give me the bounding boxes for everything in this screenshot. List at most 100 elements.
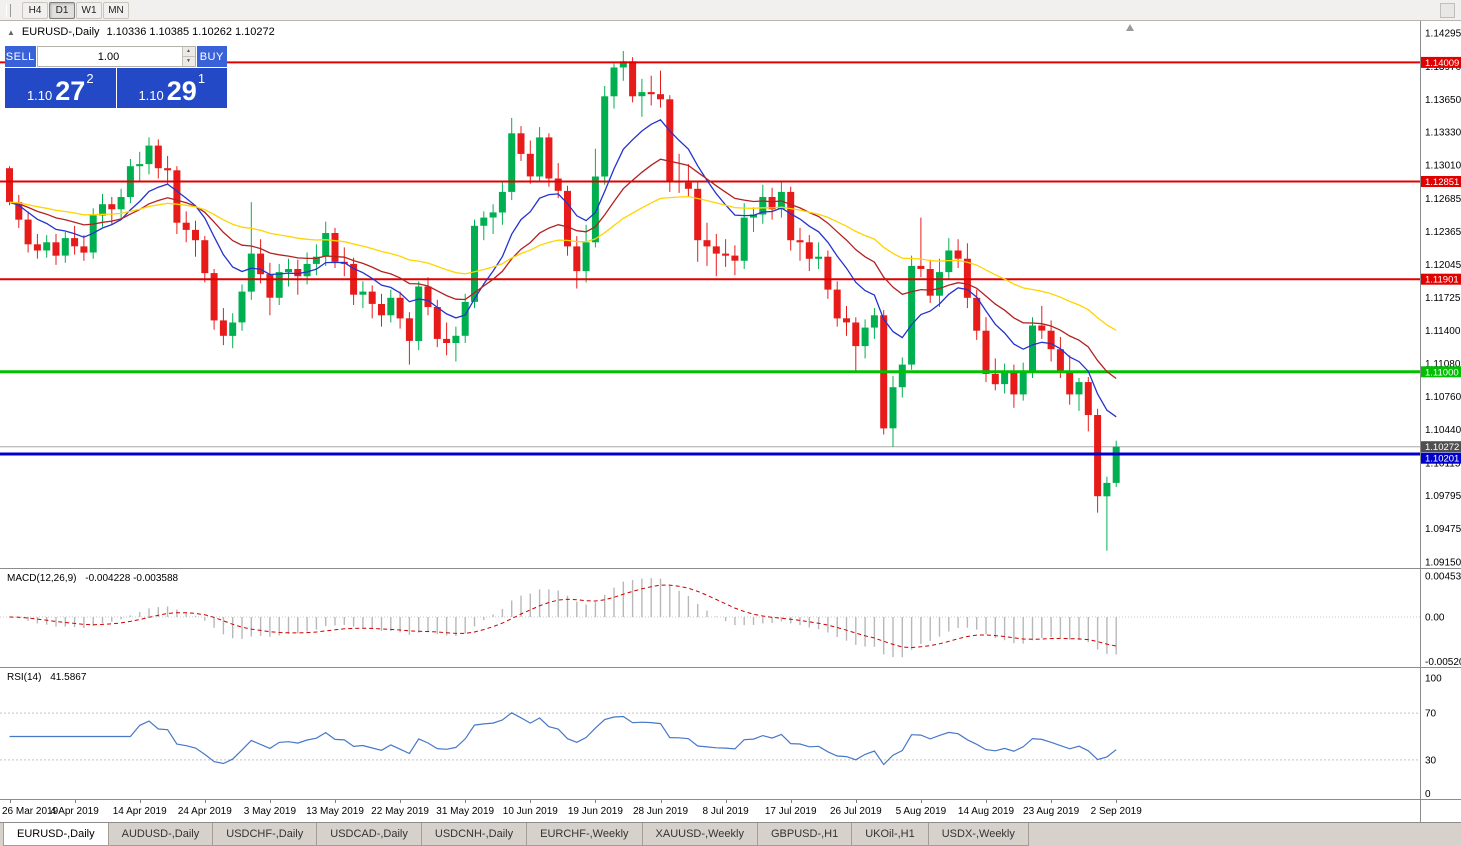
- time-tick: [1051, 800, 1053, 803]
- timeframe-toolbar: H4 D1 W1 MN: [0, 0, 1461, 21]
- timeframe-button-h4[interactable]: H4: [22, 1, 48, 19]
- chart-shift-marker[interactable]: [1126, 24, 1134, 31]
- lot-increase-button[interactable]: ▲: [182, 47, 195, 56]
- lot-size-control: ▲ ▼: [36, 46, 196, 67]
- svg-text:1.12851: 1.12851: [1425, 177, 1459, 188]
- svg-text:1.10201: 1.10201: [1425, 454, 1459, 465]
- time-tick: [269, 800, 271, 803]
- price-marker: [1421, 176, 1461, 187]
- tab-gbpusd-h1[interactable]: GBPUSD-,H1: [756, 823, 853, 846]
- svg-text:1.11901: 1.11901: [1425, 275, 1459, 286]
- svg-text:1.09150: 1.09150: [1425, 558, 1461, 569]
- price-axis[interactable]: 1.142951.139701.136501.133301.130101.126…: [1420, 21, 1461, 569]
- time-axis[interactable]: 26 Mar 2019 4 Apr 2019 14 Apr 2019 24 Apr 2…: [0, 800, 1461, 822]
- tab-ukoil-h1[interactable]: UKOil-,H1: [851, 823, 929, 846]
- time-tick: [139, 800, 141, 803]
- rsi-name: RSI(14): [7, 672, 42, 683]
- time-label: 22 May 2019: [371, 806, 430, 817]
- rsi-pane[interactable]: 100 70 30 0 RSI(14) 41.5867: [0, 668, 1461, 799]
- one-click-panel-toggle-icon[interactable]: ▲: [7, 27, 15, 37]
- candles-layer: [6, 51, 1120, 551]
- rsi-line: [9, 712, 1117, 766]
- time-tick: [9, 800, 11, 803]
- buy-price-pips: 29: [166, 76, 197, 107]
- time-label: 26 Mar 2019: [2, 806, 59, 817]
- tab-eurusd-daily[interactable]: EURUSD-,Daily: [3, 823, 109, 846]
- fast-ma-blue: [9, 118, 1117, 418]
- time-label: 28 Jun 2019: [632, 806, 689, 817]
- trade-panel-controls: SELL ▲ ▼ BUY: [5, 46, 227, 67]
- time-tick: [920, 800, 922, 803]
- toolbar-grip[interactable]: [6, 3, 11, 17]
- tab-usdcnh-daily[interactable]: USDCNH-,Daily: [420, 823, 528, 846]
- lot-decrease-button[interactable]: ▼: [182, 56, 195, 66]
- rsi-label: RSI(14) 41.5867: [7, 672, 86, 683]
- macd-pane[interactable]: 0.004536 0.00 -0.005205 MACD(12,26,9) -0.0…: [0, 569, 1461, 667]
- buy-price[interactable]: 1.10 29 1: [116, 68, 227, 108]
- main-chart-pane[interactable]: 1.142951.139701.136501.133301.130101.126…: [0, 21, 1461, 568]
- time-tick: [660, 800, 662, 803]
- time-tick: [74, 800, 76, 803]
- symbol-label: EURUSD-,Daily: [21, 26, 100, 38]
- rsi-canvas[interactable]: 100 70 30 0: [0, 668, 1461, 799]
- time-label: 4 Apr 2019: [50, 806, 99, 817]
- svg-text:0.004536: 0.004536: [1425, 572, 1461, 583]
- chart-window: 1.142951.139701.136501.133301.130101.126…: [0, 21, 1461, 822]
- svg-text:1.11080: 1.11080: [1425, 359, 1461, 370]
- time-tick: [986, 800, 987, 803]
- price-marker: [1421, 441, 1461, 453]
- svg-text:1.10760: 1.10760: [1425, 392, 1461, 403]
- time-label: 8 Jul 2019: [702, 806, 749, 817]
- moving-averages-layer: [9, 118, 1117, 418]
- ohlc-values: 1.10336 1.10385 1.10262 1.10272: [106, 26, 275, 38]
- time-tick: [725, 800, 727, 803]
- tab-usdcad-daily[interactable]: USDCAD-,Daily: [316, 823, 422, 846]
- pane-separator[interactable]: [0, 667, 1461, 668]
- time-tick: [855, 800, 857, 803]
- svg-text:1.11725: 1.11725: [1425, 293, 1461, 304]
- timeframe-button-w1[interactable]: W1: [76, 1, 102, 19]
- sell-button[interactable]: SELL: [5, 46, 36, 67]
- sell-price[interactable]: 1.10 27 2: [5, 68, 116, 108]
- buy-price-base: 1.10: [138, 87, 164, 103]
- tab-usdchf-daily[interactable]: USDCHF-,Daily: [212, 823, 318, 846]
- timeframe-button-mn[interactable]: MN: [103, 1, 129, 19]
- horizontal-lines-layer[interactable]: [0, 61, 1420, 456]
- macd-label: MACD(12,26,9) -0.004228 -0.003588: [7, 573, 178, 584]
- tab-usdx-weekly[interactable]: USDX-,Weekly: [927, 823, 1029, 846]
- pane-separator[interactable]: [0, 799, 1461, 800]
- time-label: 14 Apr 2019: [112, 806, 167, 817]
- time-tick: [530, 800, 532, 803]
- price-marker: [1421, 56, 1461, 68]
- svg-text:1.12045: 1.12045: [1425, 260, 1461, 271]
- svg-text:70: 70: [1425, 709, 1437, 720]
- trade-panel-prices: 1.10 27 2 1.10 29 1: [5, 68, 227, 108]
- tab-eurchf-weekly[interactable]: EURCHF-,Weekly: [526, 823, 643, 846]
- svg-text:1.09795: 1.09795: [1425, 491, 1461, 502]
- svg-text:1.13650: 1.13650: [1425, 95, 1461, 106]
- axis-corner: [1420, 800, 1421, 822]
- tab-xauusd-weekly[interactable]: XAUUSD-,Weekly: [641, 823, 758, 846]
- time-label: 31 May 2019: [436, 806, 495, 817]
- time-label: 3 May 2019: [243, 806, 297, 817]
- svg-text:1.11400: 1.11400: [1425, 326, 1461, 337]
- macd-canvas[interactable]: 0.004536 0.00 -0.005205: [0, 569, 1461, 667]
- time-tick: [400, 800, 402, 803]
- pane-separator[interactable]: [0, 568, 1461, 569]
- macd-signal-line: [9, 584, 1117, 649]
- svg-text:1.11000: 1.11000: [1425, 367, 1459, 378]
- lot-size-input[interactable]: [37, 47, 182, 66]
- svg-text:1.10115: 1.10115: [1425, 458, 1461, 469]
- time-label: 14 Aug 2019: [957, 806, 1015, 817]
- buy-button[interactable]: BUY: [196, 46, 227, 67]
- toolbar-overflow-button[interactable]: [1440, 2, 1455, 18]
- svg-text:-0.005205: -0.005205: [1425, 657, 1461, 667]
- svg-text:0.00: 0.00: [1425, 613, 1445, 624]
- lot-spinner: ▲ ▼: [181, 47, 195, 66]
- time-tick: [465, 800, 467, 803]
- timeframe-button-d1[interactable]: D1: [49, 1, 75, 19]
- time-tick: [790, 800, 792, 803]
- svg-text:0: 0: [1425, 789, 1431, 799]
- tab-audusd-daily[interactable]: AUDUSD-,Daily: [107, 823, 214, 846]
- main-chart-canvas[interactable]: 1.142951.139701.136501.133301.130101.126…: [0, 21, 1461, 568]
